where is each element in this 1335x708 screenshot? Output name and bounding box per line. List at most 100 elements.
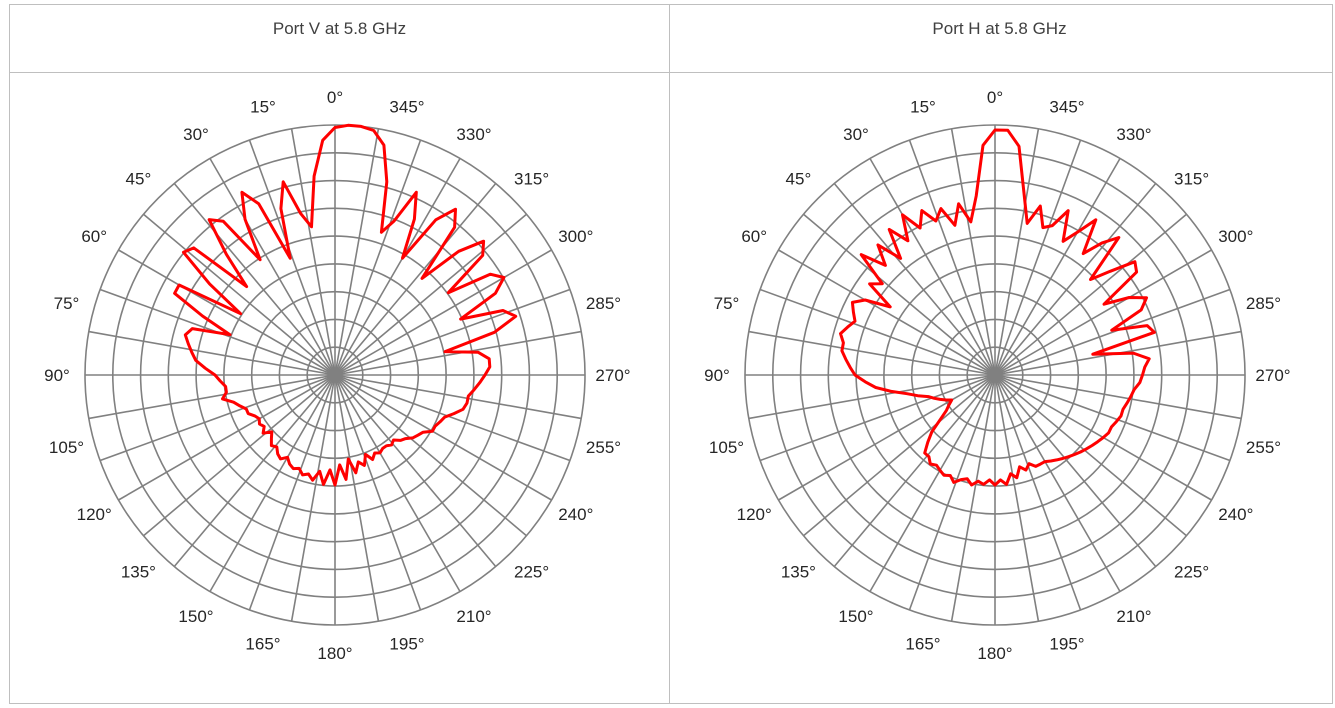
grid-spoke [748,374,996,420]
grid-spoke [994,374,1121,592]
angle-tick-label: 270° [1255,366,1290,385]
grid-spoke [334,128,380,376]
grid-spoke [248,374,336,611]
grid-spoke [869,158,996,376]
grid-spoke [209,158,336,376]
angle-tick-label: 75° [714,294,740,313]
grid-spoke [334,288,571,376]
grid-spoke [759,374,996,462]
angle-tick-label: 30° [843,125,869,144]
angle-tick-label: 90° [44,366,70,385]
grid-spoke [950,128,996,376]
grid-spoke [994,374,1082,611]
grid-spoke [334,249,552,376]
angle-tick-label: 30° [183,125,209,144]
grid-spoke [994,249,1212,376]
grid-spoke [142,213,336,376]
angle-tick-label: 45° [786,169,812,188]
grid-spoke [994,158,1121,376]
radiation-pattern-trace [839,128,1156,487]
grid-spoke [994,374,1231,462]
angle-tick-label: 195° [1049,635,1084,654]
angle-tick-label: 315° [514,169,549,188]
grid-spoke [99,374,336,462]
grid-spoke [290,128,336,376]
grid-spoke [950,374,996,622]
grid-spoke [908,139,996,376]
table-column-divider [669,5,670,703]
angle-tick-label: 165° [245,635,280,654]
grid-spoke [88,330,336,376]
angle-tick-label: 15° [910,98,936,117]
angle-tick-label: 270° [595,366,630,385]
grid-spoke [778,249,996,376]
angle-tick-label: 180° [317,644,352,663]
angle-tick-label: 75° [54,294,80,313]
angle-tick-label: 255° [586,438,621,457]
grid-spoke [142,374,336,537]
angle-tick-label: 90° [704,366,730,385]
grid-spoke [334,374,528,537]
angle-tick-label: 345° [1049,98,1084,117]
grid-spoke [334,374,552,501]
angle-tick-label: 210° [456,607,491,626]
angle-tick-label: 135° [781,563,816,582]
angle-tick-label: 180° [977,644,1012,663]
grid-spoke [88,374,336,420]
grid-spoke [173,182,336,376]
panel-title-port-v: Port V at 5.8 GHz [272,19,407,38]
angle-tick-label: 150° [178,607,213,626]
grid-spoke [833,182,996,376]
angle-tick-label: 135° [121,563,156,582]
grid-spoke [209,374,336,592]
grid-spoke [833,374,996,568]
grid-spoke [802,213,996,376]
angle-tick-label: 60° [741,227,767,246]
angle-tick-label: 60° [81,227,107,246]
grid-spoke [994,374,1040,622]
grid-spoke [908,374,996,611]
angle-tick-label: 285° [1246,294,1281,313]
grid-spoke [334,374,571,462]
angle-tick-label: 225° [1174,563,1209,582]
grid-spoke [334,374,582,420]
grid-spoke [748,330,996,376]
grid-spoke [248,139,336,376]
angle-tick-label: 0° [327,88,343,107]
grid-spoke [869,374,996,592]
angle-tick-label: 120° [737,505,772,524]
angle-tick-label: 150° [838,607,873,626]
angle-tick-label: 165° [905,635,940,654]
grid-spoke [334,182,497,376]
angle-tick-label: 210° [1116,607,1151,626]
grid-spoke [334,374,497,568]
angle-tick-label: 285° [586,294,621,313]
grid-spoke [290,374,336,622]
grid-spoke [994,128,1040,376]
grid-spoke [994,288,1231,376]
grid-spoke [994,213,1188,376]
angle-tick-label: 255° [1246,438,1281,457]
angle-tick-label: 105° [49,438,84,457]
grid-spoke [173,374,336,568]
polar-chart-port-v: 0° 15° 30° 45° 60° 75° 90° 105° 120° 135° 150° 165°… [44,88,630,663]
angle-tick-label: 300° [558,227,593,246]
angle-tick-label: 330° [1116,125,1151,144]
grid-spoke [334,374,380,622]
grid-spoke [994,139,1082,376]
angle-tick-label: 315° [1174,169,1209,188]
grid-spoke [759,288,996,376]
grid-spoke [994,182,1157,376]
grid-spoke [334,213,528,376]
angle-tick-label: 330° [456,125,491,144]
polar-chart-port-h: 0° 15° 30° 45° 60° 75° 90° 105° 120° 135° 150° 165°… [704,88,1290,663]
angle-tick-label: 195° [389,635,424,654]
angle-tick-label: 240° [558,505,593,524]
grid-spoke [994,374,1157,568]
angle-tick-label: 0° [987,88,1003,107]
angle-tick-label: 45° [126,169,152,188]
angle-tick-label: 105° [709,438,744,457]
angle-tick-label: 15° [250,98,276,117]
grid-spoke [334,139,422,376]
angle-tick-label: 120° [77,505,112,524]
